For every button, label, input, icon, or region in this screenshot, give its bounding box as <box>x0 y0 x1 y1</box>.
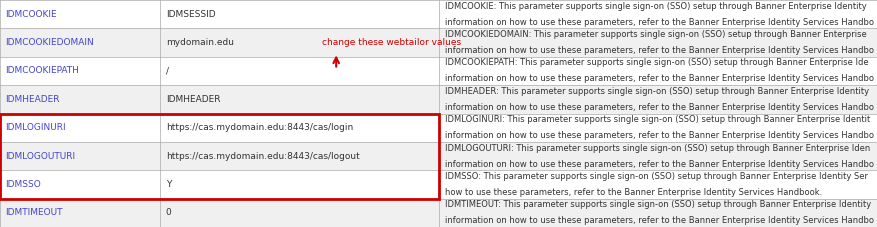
Text: information on how to use these parameters, refer to the Banner Enterprise Ident: information on how to use these paramete… <box>445 216 873 225</box>
Bar <box>0 114 439 199</box>
Text: IDMSSO: This parameter supports single sign-on (SSO) setup through Banner Enterp: IDMSSO: This parameter supports single s… <box>445 172 867 181</box>
Text: IDMCOOKIE: IDMCOOKIE <box>5 10 57 19</box>
Bar <box>0 85 877 114</box>
Text: IDMTIMEOUT: IDMTIMEOUT <box>5 208 63 217</box>
Text: information on how to use these parameters, refer to the Banner Enterprise Ident: information on how to use these paramete… <box>445 18 873 27</box>
Text: change these webtailor values: change these webtailor values <box>322 38 461 47</box>
Text: IDMCOOKIE: This parameter supports single sign-on (SSO) setup through Banner Ent: IDMCOOKIE: This parameter supports singl… <box>445 2 866 11</box>
Text: IDMLOGINURI: IDMLOGINURI <box>5 123 66 132</box>
Text: 0: 0 <box>166 208 172 217</box>
Bar <box>0 28 877 57</box>
Text: IDMTIMEOUT: This parameter supports single sign-on (SSO) setup through Banner En: IDMTIMEOUT: This parameter supports sing… <box>445 200 871 209</box>
Text: IDMLOGOUTURI: This parameter supports single sign-on (SSO) setup through Banner : IDMLOGOUTURI: This parameter supports si… <box>445 144 870 153</box>
Text: IDMCOOKIEDOMAIN: This parameter supports single sign-on (SSO) setup through Bann: IDMCOOKIEDOMAIN: This parameter supports… <box>445 30 866 39</box>
Text: information on how to use these parameters, refer to the Banner Enterprise Ident: information on how to use these paramete… <box>445 131 873 140</box>
Text: IDMLOGINURI: This parameter supports single sign-on (SSO) setup through Banner E: IDMLOGINURI: This parameter supports sin… <box>445 115 870 124</box>
Text: IDMHEADER: IDMHEADER <box>5 95 60 104</box>
Text: /: / <box>166 67 168 75</box>
Text: IDMHEADER: This parameter supports single sign-on (SSO) setup through Banner Ent: IDMHEADER: This parameter supports singl… <box>445 87 869 96</box>
Text: information on how to use these parameters, refer to the Banner Enterprise Ident: information on how to use these paramete… <box>445 74 873 83</box>
Text: IDMSESSID: IDMSESSID <box>166 10 216 19</box>
Text: https://cas.mydomain.edu:8443/cas/login: https://cas.mydomain.edu:8443/cas/login <box>166 123 353 132</box>
Text: IDMLOGOUTURI: IDMLOGOUTURI <box>5 152 75 160</box>
Text: IDMCOOKIEDOMAIN: IDMCOOKIEDOMAIN <box>5 38 94 47</box>
Bar <box>0 199 877 227</box>
Text: IDMSSO: IDMSSO <box>5 180 41 189</box>
Text: mydomain.edu: mydomain.edu <box>166 38 234 47</box>
Text: Y: Y <box>166 180 171 189</box>
Text: https://cas.mydomain.edu:8443/cas/logout: https://cas.mydomain.edu:8443/cas/logout <box>166 152 360 160</box>
Text: information on how to use these parameters, refer to the Banner Enterprise Ident: information on how to use these paramete… <box>445 46 873 55</box>
Text: information on how to use these parameters, refer to the Banner Enterprise Ident: information on how to use these paramete… <box>445 160 873 168</box>
Text: IDMCOOKIEPATH: IDMCOOKIEPATH <box>5 67 79 75</box>
Text: information on how to use these parameters, refer to the Banner Enterprise Ident: information on how to use these paramete… <box>445 103 873 112</box>
Text: how to use these parameters, refer to the Banner Enterprise Identity Services Ha: how to use these parameters, refer to th… <box>445 188 822 197</box>
Text: IDMHEADER: IDMHEADER <box>166 95 220 104</box>
Text: IDMCOOKIEPATH: This parameter supports single sign-on (SSO) setup through Banner: IDMCOOKIEPATH: This parameter supports s… <box>445 59 868 67</box>
Bar <box>0 142 877 170</box>
